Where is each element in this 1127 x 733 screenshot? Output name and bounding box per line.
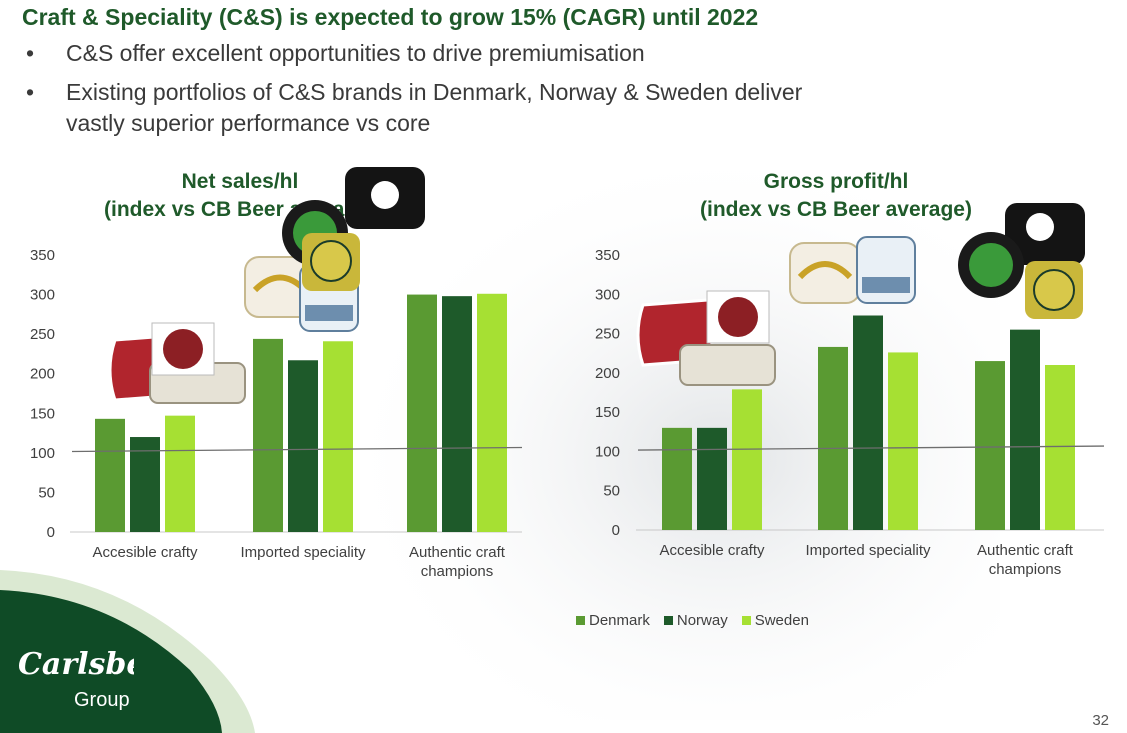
y-tick-label: 200 — [595, 365, 620, 382]
category-label: champions — [421, 563, 494, 580]
nya-carnegie-badge — [302, 233, 360, 291]
y-tick-label: 300 — [30, 287, 55, 304]
slide-title: Craft & Speciality (C&S) is expected to … — [22, 4, 759, 30]
carlsberg-badge — [706, 290, 770, 344]
legend-swatch — [576, 616, 585, 625]
bar-denmark-1 — [253, 338, 283, 532]
bullet-marker: • — [26, 79, 35, 105]
chart-legend: Denmark Norway Sweden — [576, 612, 809, 629]
y-tick-label: 0 — [612, 522, 620, 539]
category-label: champions — [989, 561, 1062, 578]
y-tick-label: 50 — [38, 484, 55, 501]
legend-item-denmark: Denmark — [576, 612, 650, 629]
bar-norway-2 — [442, 296, 472, 532]
legend-label: Denmark — [589, 612, 650, 629]
bar-norway-0 — [697, 427, 727, 530]
y-tick-label: 50 — [603, 483, 620, 500]
bar-norway-1 — [288, 360, 318, 532]
nya-carnegie-badge — [1025, 261, 1083, 319]
cobsen-badge — [345, 167, 425, 229]
category-label: Accesible crafty — [659, 542, 765, 559]
bullet-marker: • — [26, 40, 35, 66]
y-tick-label: 250 — [30, 326, 55, 343]
legend-swatch — [663, 616, 673, 625]
chart-title-line: (index vs CB Beer average) — [700, 198, 972, 221]
chart-title-line: Gross profit/hl — [763, 170, 909, 193]
y-tick-label: 350 — [30, 247, 55, 264]
bar-norway-2 — [1010, 329, 1040, 530]
bullet-item: • Existing portfolios of C&S brands in De… — [22, 77, 866, 139]
blanc-1664-badge — [856, 236, 916, 304]
category-label: Authentic craft — [977, 542, 1074, 559]
y-tick-label: 150 — [595, 404, 620, 421]
y-tick-label: 350 — [595, 247, 620, 264]
reference-line — [637, 445, 1105, 451]
reference-line — [71, 446, 523, 453]
cobsen-badge — [1005, 203, 1085, 265]
kronenbourg-badge — [789, 242, 861, 304]
y-tick-label: 250 — [595, 326, 620, 343]
y-tick-label: 300 — [595, 286, 620, 303]
category-label: Imported speciality — [240, 544, 366, 561]
legend-item-sweden: Sweden — [741, 612, 809, 629]
bullet-text: Existing portfolios of C&S brands in Den… — [66, 79, 803, 136]
bar-sweden-2 — [477, 293, 507, 532]
svg-text:Group: Group — [74, 689, 130, 711]
carlsberg-badge — [151, 322, 215, 376]
y-tick-label: 100 — [595, 443, 620, 460]
bullet-list: • C&S offer excellent opportunities to dr… — [22, 38, 922, 147]
brand-badges-net-sales — [108, 167, 425, 404]
y-tick-label: 200 — [30, 366, 55, 383]
legend-label: Sweden — [754, 612, 809, 629]
bar-denmark-0 — [662, 427, 692, 530]
legend-swatch — [741, 616, 751, 625]
legend-item-norway: Norway — [663, 612, 728, 629]
category-label: Accesible crafty — [92, 544, 198, 561]
bullet-text: C&S offer excellent opportunities to dri… — [66, 40, 645, 66]
legend-label: Norway — [676, 612, 728, 629]
bar-denmark-0 — [95, 418, 125, 532]
bar-sweden-0 — [732, 389, 762, 530]
bullet-item: • C&S offer excellent opportunities to dr… — [22, 38, 922, 69]
bar-denmark-1 — [818, 346, 848, 530]
bar-sweden-1 — [323, 341, 353, 532]
bar-norway-0 — [130, 437, 160, 532]
page-number: 32 — [1092, 712, 1109, 729]
y-tick-label: 0 — [47, 524, 55, 541]
category-label: Imported speciality — [805, 542, 931, 559]
brooklyn-badge — [958, 232, 1024, 298]
bar-sweden-2 — [1045, 365, 1075, 530]
bar-denmark-2 — [407, 294, 437, 532]
chart-title-line: Net sales/hl — [181, 170, 299, 193]
y-tick-label: 150 — [30, 405, 55, 422]
category-label: Authentic craft — [409, 544, 506, 561]
gross-profit-chart-title: Gross profit/hl (index vs CB Beer averag… — [666, 168, 1006, 224]
y-tick-label: 100 — [30, 445, 55, 462]
svg-text:Carlsberg: Carlsberg — [18, 647, 134, 682]
bar-sweden-1 — [888, 352, 918, 530]
bar-sweden-0 — [165, 415, 195, 532]
frydenlund-badge — [679, 344, 776, 386]
carlsberg-group-logo: Carlsberg Group — [18, 647, 134, 711]
bar-norway-1 — [853, 315, 883, 530]
brand-badges-gross-profit — [636, 203, 1085, 386]
bar-denmark-2 — [975, 361, 1005, 530]
